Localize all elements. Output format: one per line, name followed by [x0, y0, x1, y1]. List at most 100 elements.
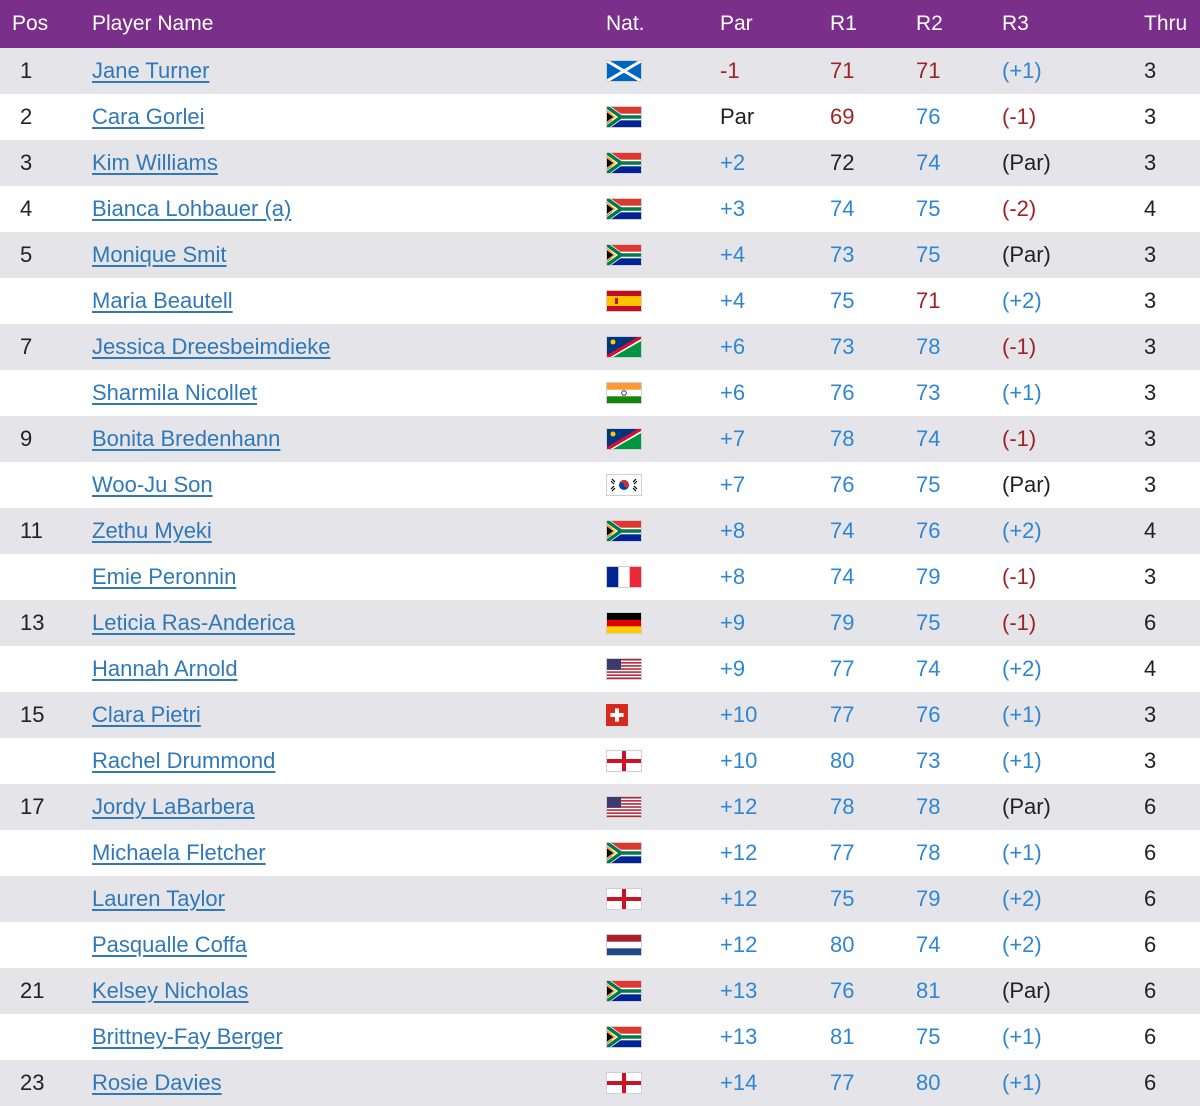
- player-name-link[interactable]: Hannah Arnold: [92, 656, 238, 681]
- south-africa-flag-icon: [606, 106, 642, 128]
- r1-cell: 80: [830, 932, 855, 957]
- player-name-link[interactable]: Michaela Fletcher: [92, 840, 266, 865]
- r2-cell: 74: [916, 656, 941, 681]
- player-name-link[interactable]: Rosie Davies: [92, 1070, 222, 1095]
- r2-cell: 75: [916, 610, 941, 635]
- r3-cell: (-1): [1002, 426, 1037, 451]
- nationality-cell: [592, 784, 710, 830]
- r2-cell: 81: [916, 978, 941, 1003]
- position-cell: 9: [20, 426, 33, 451]
- player-name-cell: Leticia Ras-Anderica: [84, 600, 592, 646]
- player-name-cell: Monique Smit: [84, 232, 592, 278]
- thru-cell: 3: [1144, 426, 1157, 451]
- par-cell: +7: [720, 472, 746, 497]
- player-name-link[interactable]: Pasqualle Coffa: [92, 932, 247, 957]
- r2-cell: 74: [916, 426, 941, 451]
- par-cell: +12: [720, 840, 758, 865]
- par-cell: +4: [720, 242, 746, 267]
- player-name-link[interactable]: Jordy LaBarbera: [92, 794, 255, 819]
- r1-cell: 74: [830, 518, 855, 543]
- thru-cell: 4: [1144, 518, 1157, 543]
- r1-cell: 77: [830, 702, 855, 727]
- player-name-link[interactable]: Bonita Bredenhann: [92, 426, 281, 451]
- header-pos: Pos: [12, 12, 49, 35]
- table-row: 4 Bianca Lohbauer (a) +3 74 75 (-2) 4: [0, 186, 1200, 232]
- thru-cell: 4: [1144, 196, 1157, 221]
- thru-cell: 3: [1144, 748, 1157, 773]
- thru-cell: 6: [1144, 840, 1157, 865]
- player-name-link[interactable]: Jane Turner: [92, 58, 210, 83]
- par-cell: +4: [720, 288, 746, 313]
- r3-cell: (Par): [1002, 978, 1051, 1003]
- player-name-link[interactable]: Maria Beautell: [92, 288, 233, 313]
- player-name-link[interactable]: Jessica Dreesbeimdieke: [92, 334, 331, 359]
- r1-cell: 69: [830, 104, 855, 129]
- par-cell: -1: [720, 58, 740, 83]
- player-name-cell: Zethu Myeki: [84, 508, 592, 554]
- position-cell: 15: [20, 702, 45, 727]
- player-name-cell: Bianca Lohbauer (a): [84, 186, 592, 232]
- par-cell: +13: [720, 978, 758, 1003]
- r3-cell: (-1): [1002, 564, 1037, 589]
- position-cell: [0, 830, 84, 876]
- player-name-link[interactable]: Monique Smit: [92, 242, 227, 267]
- r2-cell: 71: [916, 288, 941, 313]
- r1-cell: 74: [830, 196, 855, 221]
- player-name-link[interactable]: Kim Williams: [92, 150, 218, 175]
- par-cell: +10: [720, 702, 758, 727]
- table-row: 15 Clara Pietri +10 77 76 (+1) 3: [0, 692, 1200, 738]
- thru-cell: 6: [1144, 1024, 1157, 1049]
- player-name-link[interactable]: Cara Gorlei: [92, 104, 205, 129]
- r3-cell: (Par): [1002, 794, 1051, 819]
- player-name-link[interactable]: Emie Peronnin: [92, 564, 237, 589]
- thru-cell: 3: [1144, 58, 1157, 83]
- par-cell: +9: [720, 656, 746, 681]
- scotland-flag-icon: [606, 60, 642, 82]
- position-cell: 5: [20, 242, 33, 267]
- r2-cell: 75: [916, 196, 941, 221]
- r3-cell: (+2): [1002, 932, 1042, 957]
- position-cell: [0, 876, 84, 922]
- table-row: 13 Leticia Ras-Anderica +9 79 75 (-1) 6: [0, 600, 1200, 646]
- south-africa-flag-icon: [606, 244, 642, 266]
- r2-cell: 78: [916, 840, 941, 865]
- player-name-link[interactable]: Lauren Taylor: [92, 886, 225, 911]
- player-name-link[interactable]: Sharmila Nicollet: [92, 380, 258, 405]
- player-name-cell: Michaela Fletcher: [84, 830, 592, 876]
- nationality-cell: [592, 462, 710, 508]
- table-row: Michaela Fletcher +12 77 78 (+1) 6: [0, 830, 1200, 876]
- england-flag-icon: [606, 1072, 642, 1094]
- r3-cell: (+1): [1002, 702, 1042, 727]
- player-name-link[interactable]: Bianca Lohbauer (a): [92, 196, 292, 221]
- player-name-link[interactable]: Rachel Drummond: [92, 748, 276, 773]
- thru-cell: 3: [1144, 242, 1157, 267]
- r1-cell: 78: [830, 794, 855, 819]
- r2-cell: 76: [916, 702, 941, 727]
- player-name-link[interactable]: Leticia Ras-Anderica: [92, 610, 295, 635]
- r3-cell: (+1): [1002, 380, 1042, 405]
- player-name-link[interactable]: Clara Pietri: [92, 702, 201, 727]
- player-name-link[interactable]: Zethu Myeki: [92, 518, 212, 543]
- par-cell: +10: [720, 748, 758, 773]
- leaderboard-body: 1 Jane Turner -1 71 71 (+1) 3 2 Cara Gorlei Par 69…: [0, 48, 1200, 1106]
- player-name-link[interactable]: Kelsey Nicholas: [92, 978, 249, 1003]
- player-name-link[interactable]: Woo-Ju Son: [92, 472, 213, 497]
- par-cell: +12: [720, 886, 758, 911]
- r2-cell: 78: [916, 794, 941, 819]
- header-r1: R1: [830, 12, 857, 35]
- r2-cell: 74: [916, 932, 941, 957]
- thru-cell: 3: [1144, 334, 1157, 359]
- r2-cell: 71: [916, 58, 941, 83]
- r1-cell: 79: [830, 610, 855, 635]
- nationality-cell: [592, 876, 710, 922]
- r3-cell: (+1): [1002, 1070, 1042, 1095]
- nationality-cell: [592, 922, 710, 968]
- thru-cell: 6: [1144, 1070, 1157, 1095]
- spain-flag-icon: [606, 290, 642, 312]
- r3-cell: (+2): [1002, 886, 1042, 911]
- nationality-cell: [592, 416, 710, 462]
- r1-cell: 75: [830, 288, 855, 313]
- r3-cell: (+1): [1002, 1024, 1042, 1049]
- r1-cell: 76: [830, 472, 855, 497]
- player-name-link[interactable]: Brittney-Fay Berger: [92, 1024, 283, 1049]
